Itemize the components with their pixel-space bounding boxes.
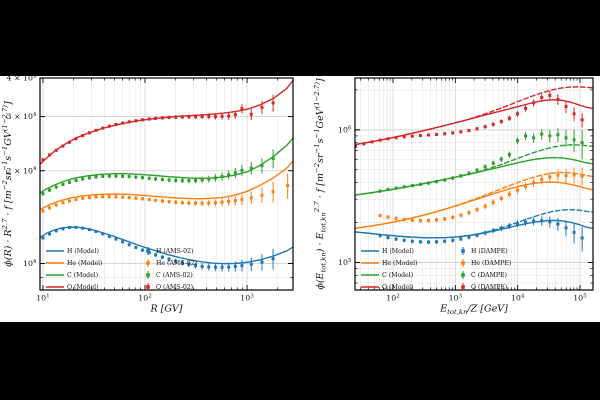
series-he-dampe-points [378,167,584,223]
legend-item-h-ams-02: H (AMS-02) [146,247,193,255]
series-o-ams-02-points [41,94,275,162]
legend-right: H (Model) He (Model) C (Model) O (Model) H (… [361,247,511,291]
series-h-ams-02-points [41,225,275,272]
x-tick-label-right: 102 [386,293,400,302]
legend-label: C (AMS-02) [156,272,193,279]
y-tick-label-left: 3 × 104 [7,112,37,121]
legend-label: He (DAMPE) [471,260,511,267]
grid-right [355,78,593,290]
top-letterbox [0,0,600,76]
legend-item-he-model: He (Model) [361,260,418,267]
legend-item-h-model: H (Model) [361,248,414,255]
x-tick-label-left: 103 [240,293,254,302]
series-h-model-line [40,226,293,265]
y-axis-label-left: ϕ(R) · R2.7 · f [m−2sr−1s−1GV(1−2.7)] [1,101,14,267]
legend-label: H (Model) [382,248,414,255]
legend-label: O (Model) [382,284,414,291]
right-panel: 102 103 104 105 105 106 Etot,kn/Z [GeV] ϕ(Etot,… [313,77,594,316]
legend-label: O (AMS-02) [156,284,193,291]
series-he-model-line [40,160,293,211]
bottom-letterbox [0,322,600,400]
series-he-ams-02-points [41,173,290,213]
axes-frame-left [39,77,294,291]
left-panel: 101 102 103 104 2 × 104 3 × 104 4 × 104 R [GV] ϕ… [1,73,294,315]
legend-item-h-model: H (Model) [46,248,99,255]
y-tick-label-left: 4 × 104 [7,73,37,82]
x-tick-label-right: 104 [511,293,525,302]
axis-ticks-right [355,78,593,290]
legend-item-o-model: O (Model) [46,284,99,291]
series-o-model-line [40,79,293,165]
legend-item-o-model: O (Model) [361,284,414,291]
axis-ticks-left [40,77,293,290]
legend-item-he-dampe: He (DAMPE) [461,259,511,267]
legend-left: H (Model) He (Model) C (Model) O (Model) H (… [46,247,197,291]
series-c-ams-02-points [41,149,275,196]
legend-label: C (Model) [382,272,413,279]
series-he-model-alt-line [355,171,593,229]
series-h-model-alt-line [355,208,593,239]
series-c-dampe-points [378,128,584,193]
y-tick-label-left: 2 × 104 [7,166,37,175]
legend-label: H (AMS-02) [156,248,193,255]
grid-left [40,77,293,290]
y-axis-label-right: ϕ(Etot,kn) · Etot,kn2.7 · f [m−2sr−1s−1G… [313,78,327,290]
legend-item-c-model: C (Model) [46,272,98,279]
legend-label: O (Model) [67,284,99,291]
series-c-model-line [40,137,293,194]
series-group-right [355,86,593,252]
y-tick-label-right: 105 [338,258,352,267]
x-tick-label-left: 102 [138,293,152,302]
legend-label: He (Model) [67,260,103,267]
legend-item-h-dampe: H (DAMPE) [461,247,508,255]
legend-item-c-dampe: C (DAMPE) [461,271,507,279]
legend-label: H (Model) [67,248,99,255]
legend-item-c-ams-02: C (AMS-02) [146,271,193,279]
legend-label: H (DAMPE) [471,248,508,255]
legend-label: He (Model) [382,260,418,267]
legend-item-o-ams-02: O (AMS-02) [146,283,193,291]
x-tick-label-left: 101 [36,293,50,302]
x-tick-label-right: 103 [449,293,463,302]
series-h-dampe-points [378,216,584,252]
legend-label: C (DAMPE) [471,272,507,279]
legend-item-he-model: He (Model) [46,260,103,267]
legend-label: C (Model) [67,272,98,279]
legend-item-c-model: C (Model) [361,272,413,279]
series-o-dampe-points [355,90,584,148]
y-tick-label-right: 106 [338,125,352,134]
y-tick-label-left: 104 [23,259,37,268]
legend-label: He (AMS-02) [156,260,197,267]
legend-item-o-dampe: O (DAMPE) [461,283,507,291]
series-group-left [40,79,293,272]
legend-label: O (DAMPE) [471,284,507,291]
x-axis-label-right: Etot,kn/Z [GeV] [439,304,508,316]
x-tick-label-right: 105 [573,293,587,302]
legend-item-he-ams-02: He (AMS-02) [146,259,197,267]
x-axis-label-left: R [GV] [149,304,182,315]
